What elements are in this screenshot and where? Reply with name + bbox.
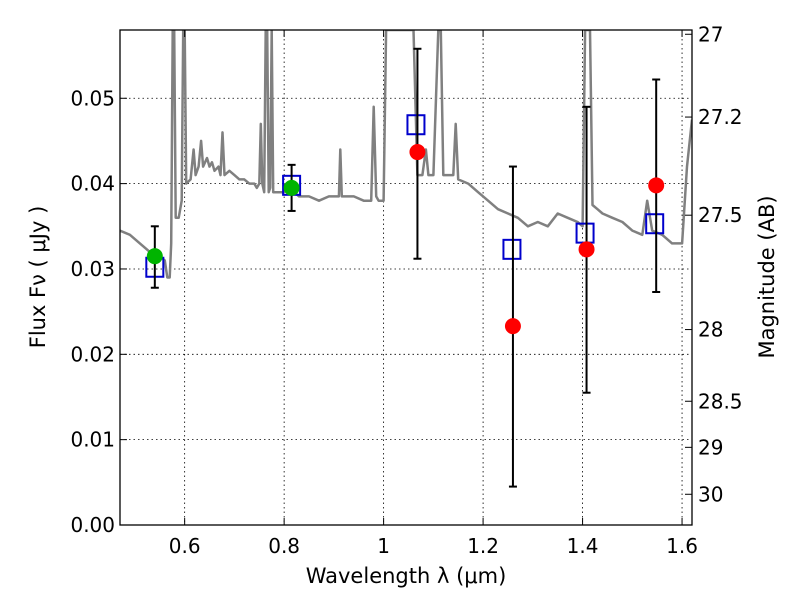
green-data-point <box>283 163 300 212</box>
y-tick-label: 0.01 <box>70 428 115 452</box>
y-tick-label: 0.04 <box>70 172 115 196</box>
plot-frame <box>119 29 693 526</box>
magnitude-tick-label: 30 <box>698 482 723 506</box>
data-point-marker <box>283 179 300 196</box>
red-data-point <box>648 78 665 294</box>
magnitude-tick-label: 27 <box>698 22 723 46</box>
y-tick-label: 0.03 <box>70 257 115 281</box>
x-tick-label: 1.6 <box>666 534 698 558</box>
x-tick-label: 1.4 <box>567 534 599 558</box>
magnitude-tick-label: 27.2 <box>698 105 743 129</box>
x-tick-label: 1 <box>377 534 390 558</box>
x-tick-label: 0.6 <box>169 534 201 558</box>
x-axis-title: Wavelength λ (μm) <box>306 564 507 588</box>
marker-layer <box>145 47 665 488</box>
tick-marks <box>120 30 692 526</box>
y-axis-title: Flux Fν ( μJy ) <box>26 206 50 349</box>
data-point-marker <box>409 144 426 161</box>
data-point-marker <box>648 177 665 194</box>
red-data-point <box>578 105 595 394</box>
red-data-point <box>409 47 426 260</box>
y-tick-label: 0.02 <box>70 342 115 366</box>
green-data-point <box>146 225 163 289</box>
model-spectrum-line <box>120 30 692 279</box>
magnitude-tick-label: 29 <box>698 435 723 459</box>
magnitude-tick-label: 28.5 <box>698 389 743 413</box>
x-tick-label: 1.2 <box>467 534 499 558</box>
data-point-marker <box>504 318 521 335</box>
data-point-marker <box>578 241 595 258</box>
red-data-point <box>504 165 521 488</box>
plot-area <box>120 30 692 279</box>
magnitude-tick-label: 27.5 <box>698 203 743 227</box>
y-tick-label: 0.05 <box>70 86 115 110</box>
right-axis-title: Magnitude (AB) <box>755 195 779 358</box>
magnitude-tick-label: 28 <box>698 318 723 342</box>
model-photometry-square <box>406 114 426 136</box>
data-point-marker <box>146 248 163 265</box>
tick-labels: 0.6 0.8 1 1.2 1.4 1.6 0.00 0.01 0.02 0.03 0.04 0.05… <box>70 22 742 558</box>
x-tick-label: 0.8 <box>268 534 300 558</box>
y-tick-label: 0.00 <box>70 513 115 537</box>
model-photometry-square <box>645 213 665 235</box>
